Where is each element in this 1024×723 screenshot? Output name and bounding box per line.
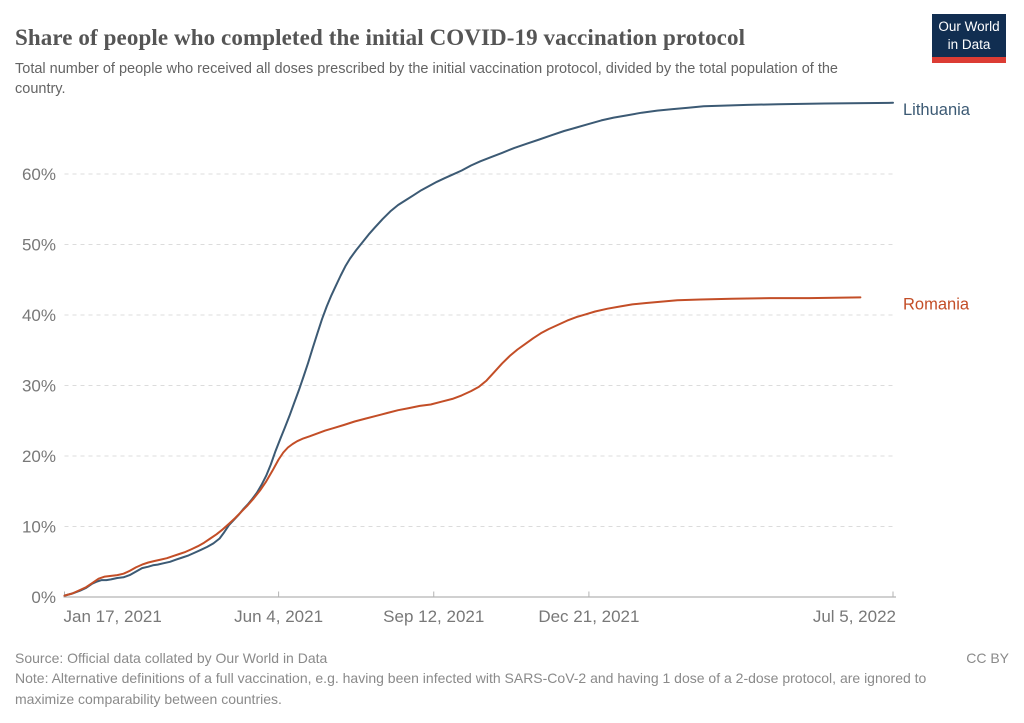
chart-footer: Source: Official data collated by Our Wo…	[15, 648, 1009, 709]
y-axis-tick-label: 40%	[22, 306, 56, 325]
note-line: Note: Alternative definitions of a full …	[15, 670, 927, 707]
y-axis-tick-label: 20%	[22, 447, 56, 466]
owid-logo: Our World in Data	[932, 14, 1006, 63]
owid-logo-line1: Our World	[938, 19, 1000, 34]
y-axis-tick-label: 60%	[22, 165, 56, 184]
series-line-lithuania[interactable]	[63, 101, 894, 597]
x-axis-tick-label: Sep 12, 2021	[383, 607, 484, 626]
page-title: Share of people who completed the initia…	[15, 25, 746, 51]
x-axis-tick-label: Dec 21, 2021	[538, 607, 639, 626]
x-axis-tick-label: Jul 5, 2022	[813, 607, 896, 626]
y-axis-tick-label: 30%	[22, 377, 56, 396]
source-line: Source: Official data collated by Our Wo…	[15, 650, 328, 666]
series-label-lithuania[interactable]: Lithuania	[903, 101, 971, 119]
chart-subtitle: Total number of people who received all …	[15, 60, 838, 98]
license-badge: CC BY	[966, 650, 1009, 666]
y-axis-tick-label: 50%	[22, 236, 56, 255]
series-label-romania[interactable]: Romania	[903, 295, 970, 313]
y-axis-tick-label: 0%	[31, 588, 56, 607]
x-axis-tick-label: Jun 4, 2021	[234, 607, 323, 626]
y-axis-tick-label: 10%	[22, 518, 56, 537]
owid-logo-line2: in Data	[947, 36, 991, 52]
x-axis-tick-label: Jan 17, 2021	[64, 607, 162, 626]
series-line-romania[interactable]	[63, 296, 862, 597]
